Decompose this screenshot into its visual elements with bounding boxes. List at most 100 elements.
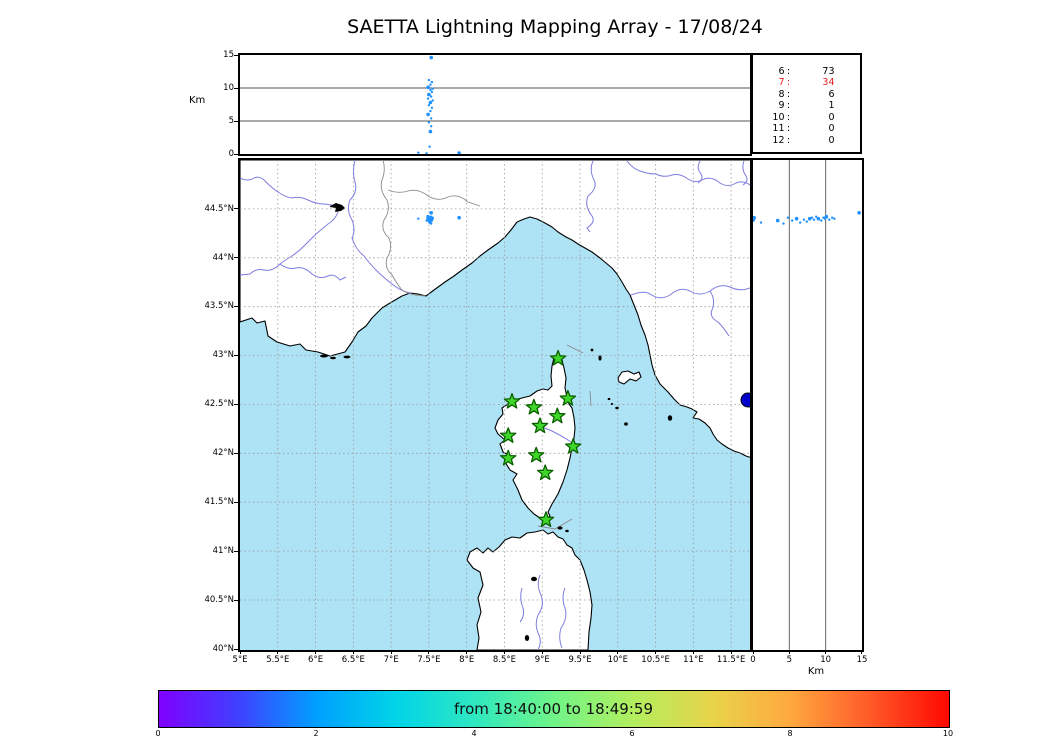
- lightning-source-point: [856, 210, 861, 215]
- altitude-tick-label: 10: [223, 83, 234, 93]
- lon-tick-label: 9°E: [534, 655, 550, 665]
- lightning-source-point: [805, 219, 808, 223]
- station-count-cell: 0: [828, 111, 835, 123]
- axis-tickmark: [233, 257, 238, 259]
- station-count-row: 8: 6: [767, 89, 861, 101]
- lightning-source-point: [427, 120, 430, 124]
- station-count-cell: 6: [828, 88, 835, 100]
- lon-tick-label: 8°E: [459, 655, 475, 665]
- station-count-cell: :: [786, 135, 791, 147]
- lon-tick-label: 5.5°E: [266, 655, 290, 665]
- lat-tick-label: 40.5°N: [204, 595, 234, 606]
- axis-tickmark: [579, 650, 581, 654]
- lightning-source-point: [428, 129, 432, 133]
- station-count-cell: :: [786, 65, 791, 77]
- lightning-source-point: [819, 218, 822, 222]
- lightning-source-point: [428, 210, 433, 215]
- lightning-source-point: [430, 106, 433, 109]
- axis-tickmark: [428, 650, 430, 654]
- time-colorbar: from 18:40:00 to 18:49:59: [157, 689, 950, 728]
- colorbar-tick-label: 10: [942, 729, 954, 738]
- altitude-tick-label: 0: [228, 149, 234, 159]
- lightning-source-point: [426, 92, 431, 96]
- city-marker: [740, 392, 750, 407]
- sardinia-island: [465, 528, 593, 650]
- station-count-cell: :: [786, 77, 791, 89]
- small-islands: [319, 348, 672, 532]
- axis-tickmark: [233, 54, 238, 56]
- figure-title: SAETTA Lightning Mapping Array - 17/08/2…: [347, 16, 763, 38]
- corsica-island: [493, 354, 576, 522]
- station-count-cell: 11: [772, 123, 785, 135]
- lon-tick-label: 5°E: [232, 655, 248, 665]
- lon-tick-label: 10°E: [607, 655, 629, 665]
- lat-tick-label: 41°N: [212, 546, 234, 557]
- axis-tickmark: [655, 650, 657, 654]
- lma-station-star-icon: [527, 446, 544, 462]
- axis-tickmark: [233, 120, 238, 122]
- altitude-longitude-plot: [239, 55, 750, 154]
- axis-tickmark: [466, 650, 468, 654]
- lat-tick-label: 42°N: [212, 448, 234, 459]
- lon-tick-label: 11°E: [683, 655, 704, 665]
- lma-station-star-icon: [548, 407, 566, 423]
- lat-tick-label: 41.5°N: [204, 497, 234, 508]
- station-count-cell: 9: [778, 100, 785, 112]
- lightning-source-point: [427, 103, 430, 106]
- lightning-source-point: [798, 220, 801, 224]
- axis-tickmark: [233, 87, 238, 89]
- station-count-cell: :: [786, 88, 791, 100]
- lma-station-star-icon: [549, 349, 566, 366]
- mainland-coastline: [239, 159, 750, 458]
- colorbar-tick-label: 2: [313, 729, 319, 738]
- altitude-longitude-panel: [237, 52, 752, 156]
- lightning-source-point: [781, 221, 785, 225]
- station-count-row: 11: 0: [767, 123, 861, 135]
- time-window-label: from 18:40:00 to 18:49:59: [453, 699, 653, 718]
- axis-tickmark: [692, 650, 694, 654]
- colorbar-tick-label: 4: [471, 729, 477, 738]
- station-count-row: 10: 0: [767, 112, 861, 124]
- lightning-source-point: [812, 218, 815, 221]
- rivers: [239, 159, 750, 650]
- lightning-source-point: [416, 217, 419, 220]
- altitude-tick-label: 10: [820, 655, 832, 665]
- station-count-row: 7: 34: [767, 77, 861, 89]
- axis-tickmark: [861, 650, 863, 654]
- altitude-tick-label: 15: [223, 50, 234, 60]
- lma-station-star-icon: [503, 392, 520, 409]
- axis-tickmark: [315, 650, 317, 654]
- map-gridlines: [239, 159, 750, 650]
- lon-tick-label: 9.5°E: [568, 655, 592, 665]
- station-count-cell: 34: [822, 77, 835, 89]
- geographic-map: [239, 159, 750, 650]
- lightning-source-point: [821, 216, 825, 219]
- lightning-source-point: [429, 124, 432, 128]
- altitude-tick-label: 15: [856, 655, 868, 665]
- administrative-borders: [380, 159, 591, 529]
- map-panel: [237, 157, 752, 652]
- lightning-source-point: [790, 218, 793, 222]
- station-count-cell: 6: [778, 65, 785, 77]
- lon-tick-label: 6.5°E: [341, 655, 365, 665]
- axis-tickmark: [233, 305, 238, 307]
- lon-tick-label: 7°E: [383, 655, 399, 665]
- station-count-cell: 0: [828, 135, 835, 147]
- axis-tickmark: [233, 648, 238, 650]
- lightning-source-point: [424, 151, 428, 154]
- altitude-latitude-panel: [750, 157, 864, 652]
- flash-scatter-altitude-lat: [752, 210, 861, 225]
- lightning-source-point: [832, 217, 836, 220]
- lightning-source-point: [428, 83, 432, 86]
- station-count-row: 6: 73: [767, 66, 861, 78]
- station-statistics-rows: 6:73 7:34 8:6 9:1 10:0 11:0 12:0: [767, 66, 861, 147]
- lightning-source-point: [759, 220, 762, 224]
- lightning-source-point: [802, 218, 805, 221]
- lightning-source-point: [426, 96, 429, 100]
- lon-tick-label: 6°E: [308, 655, 324, 665]
- lightning-source-point: [830, 216, 833, 219]
- station-count-cell: :: [786, 111, 791, 123]
- lightning-source-point: [794, 216, 798, 220]
- lightning-source-point: [752, 215, 756, 219]
- lightning-source-point: [427, 220, 431, 224]
